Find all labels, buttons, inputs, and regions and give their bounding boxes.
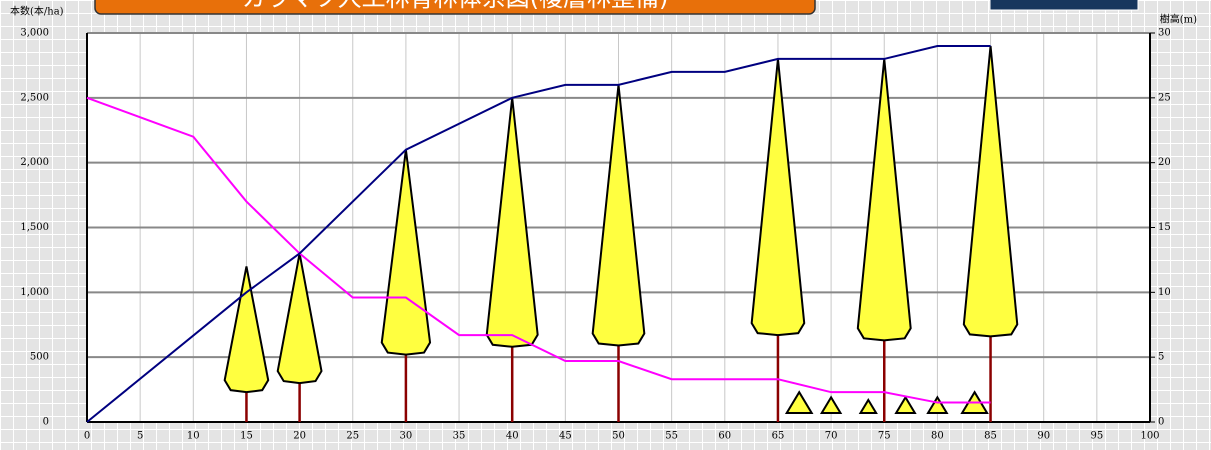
y-tick-label: 3,000 <box>20 28 49 39</box>
x-tick-label: 50 <box>612 431 625 442</box>
tree-crown <box>380 149 432 356</box>
sapling <box>858 398 878 414</box>
x-tick-label: 85 <box>984 431 997 442</box>
series-line <box>86 44 991 423</box>
y2-axis-label: 樹高(m) <box>1160 13 1197 26</box>
series-line <box>86 96 991 404</box>
x-tick-label: 30 <box>400 431 413 442</box>
y2-tick-label: 0 <box>1158 417 1164 428</box>
x-tick-label: 90 <box>1037 431 1050 442</box>
x-tick-label: 65 <box>772 431 785 442</box>
x-tick-label: 0 <box>84 431 90 442</box>
tree-crown <box>750 58 806 337</box>
x-tick-label: 100 <box>1140 431 1159 442</box>
y2-tick-label: 5 <box>1158 352 1164 363</box>
x-tick-label: 75 <box>878 431 891 442</box>
tree-crown <box>223 266 270 394</box>
chart-title: カラマツ人工林育林体系図(複層林整備) <box>242 0 669 12</box>
tree-crown <box>276 253 323 385</box>
tree-crown <box>962 45 1019 338</box>
title-box <box>94 0 816 15</box>
x-tick-label: 70 <box>825 431 838 442</box>
y-tick-label: 1,500 <box>20 222 49 233</box>
y-tick-label: 500 <box>30 352 49 363</box>
x-tick-label: 15 <box>240 431 253 442</box>
y-tick-label: 0 <box>43 417 49 428</box>
y2-tick-label: 15 <box>1158 222 1171 233</box>
y-tick-label: 1,000 <box>20 287 49 298</box>
x-tick-label: 10 <box>187 431 200 442</box>
x-tick-label: 25 <box>346 431 359 442</box>
x-tick-label: 95 <box>1090 431 1103 442</box>
x-tick-label: 35 <box>453 431 466 442</box>
sapling <box>819 395 843 414</box>
x-tick-label: 60 <box>718 431 731 442</box>
y2-tick-label: 20 <box>1158 157 1171 168</box>
x-tick-label: 5 <box>137 431 143 442</box>
nav-button[interactable] <box>989 0 1139 11</box>
y2-tick-label: 30 <box>1158 28 1171 39</box>
x-tick-label: 40 <box>506 431 519 442</box>
y-tick-label: 2,500 <box>20 92 49 103</box>
x-tick-label: 20 <box>293 431 306 442</box>
tree-crown <box>856 58 912 342</box>
x-tick-label: 80 <box>931 431 944 442</box>
x-tick-label: 45 <box>559 431 572 442</box>
y2-tick-label: 25 <box>1158 92 1171 103</box>
y-axis-label: 本数(本/ha) <box>10 5 64 18</box>
sapling <box>784 390 814 414</box>
sapling <box>926 395 949 414</box>
sapling <box>894 395 917 414</box>
y2-tick-label: 10 <box>1158 287 1171 298</box>
x-tick-label: 55 <box>665 431 678 442</box>
tree-crown <box>591 84 646 347</box>
y-tick-label: 2,000 <box>20 157 49 168</box>
